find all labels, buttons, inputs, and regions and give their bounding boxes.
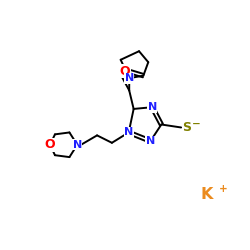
Text: O: O — [120, 64, 130, 78]
Text: O: O — [45, 138, 56, 151]
Text: −: − — [192, 119, 200, 129]
Text: N: N — [124, 73, 134, 83]
Text: N: N — [73, 140, 82, 150]
Text: S: S — [182, 121, 191, 134]
Text: N: N — [146, 136, 155, 146]
Text: K: K — [200, 187, 213, 202]
Text: +: + — [218, 184, 227, 194]
Text: N: N — [124, 128, 133, 138]
Text: N: N — [148, 102, 157, 112]
